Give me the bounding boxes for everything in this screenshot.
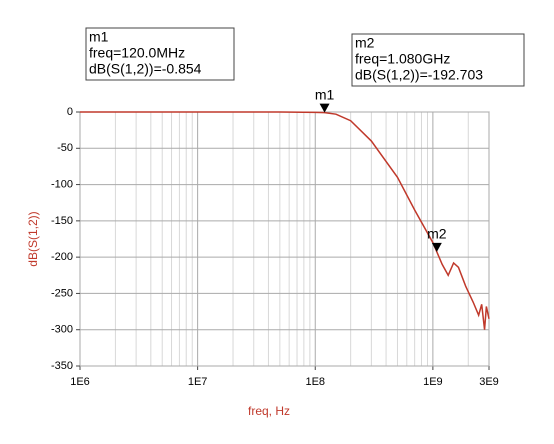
x-axis-label: freq, Hz	[248, 404, 290, 418]
y-tick-label: -350	[51, 360, 73, 372]
x-tick-label: 3E9	[479, 376, 499, 388]
marker-box-name: m2	[355, 35, 375, 51]
marker-box-line: dB(S(1,2))=-0.854	[89, 61, 202, 77]
x-tick-label: 1E6	[70, 376, 90, 388]
marker-box	[351, 33, 525, 87]
y-tick-label: -150	[51, 215, 73, 227]
marker-triangle	[431, 242, 442, 252]
y-tick-label: -200	[51, 251, 73, 263]
x-tick-label: 1E9	[423, 376, 443, 388]
y-tick-label: -250	[51, 287, 73, 299]
marker-box-line: freq=120.0MHz	[89, 45, 185, 61]
marker-box-name: m1	[89, 29, 109, 45]
marker-box-line: dB(S(1,2))=-192.703	[355, 67, 483, 83]
y-tick-label: -100	[51, 178, 73, 190]
marker-box	[85, 27, 235, 81]
y-tick-label: -300	[51, 324, 73, 336]
marker-box-line: freq=1.080GHz	[355, 51, 450, 67]
x-tick-label: 1E8	[305, 376, 325, 388]
series-line	[80, 111, 490, 330]
marker-label: m1	[315, 86, 335, 102]
x-tick-label: 1E7	[188, 376, 208, 388]
y-axis-label: dB(S(1,2))	[26, 211, 40, 266]
y-tick-label: 0	[67, 106, 73, 118]
marker-triangle	[319, 103, 330, 113]
marker-label: m2	[427, 226, 447, 242]
y-tick-label: -50	[57, 142, 73, 154]
